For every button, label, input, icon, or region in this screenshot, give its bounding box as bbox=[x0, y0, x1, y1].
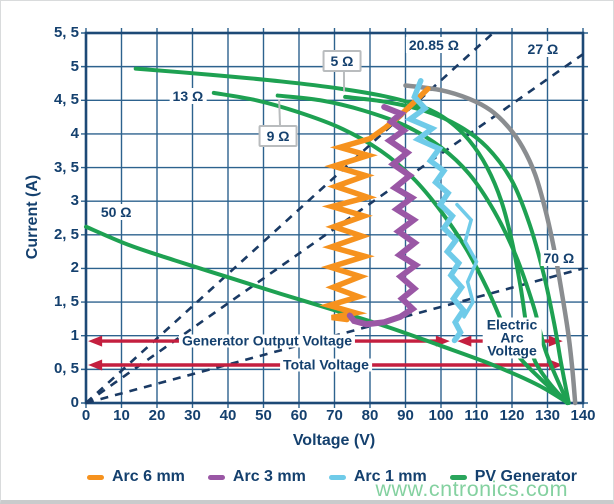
arrow-head bbox=[88, 359, 103, 371]
arrow-head bbox=[88, 335, 103, 347]
pv-generator-curve bbox=[84, 224, 571, 405]
plot-border bbox=[84, 31, 585, 405]
arc-trace bbox=[455, 202, 479, 319]
arc-trace bbox=[319, 86, 431, 323]
arc-trace bbox=[346, 104, 422, 328]
label-callout-stem bbox=[278, 99, 282, 126]
reference-curve bbox=[403, 83, 578, 406]
arrow-head bbox=[457, 335, 472, 347]
pv-generator-curve bbox=[275, 93, 570, 405]
arc-trace bbox=[404, 78, 467, 344]
